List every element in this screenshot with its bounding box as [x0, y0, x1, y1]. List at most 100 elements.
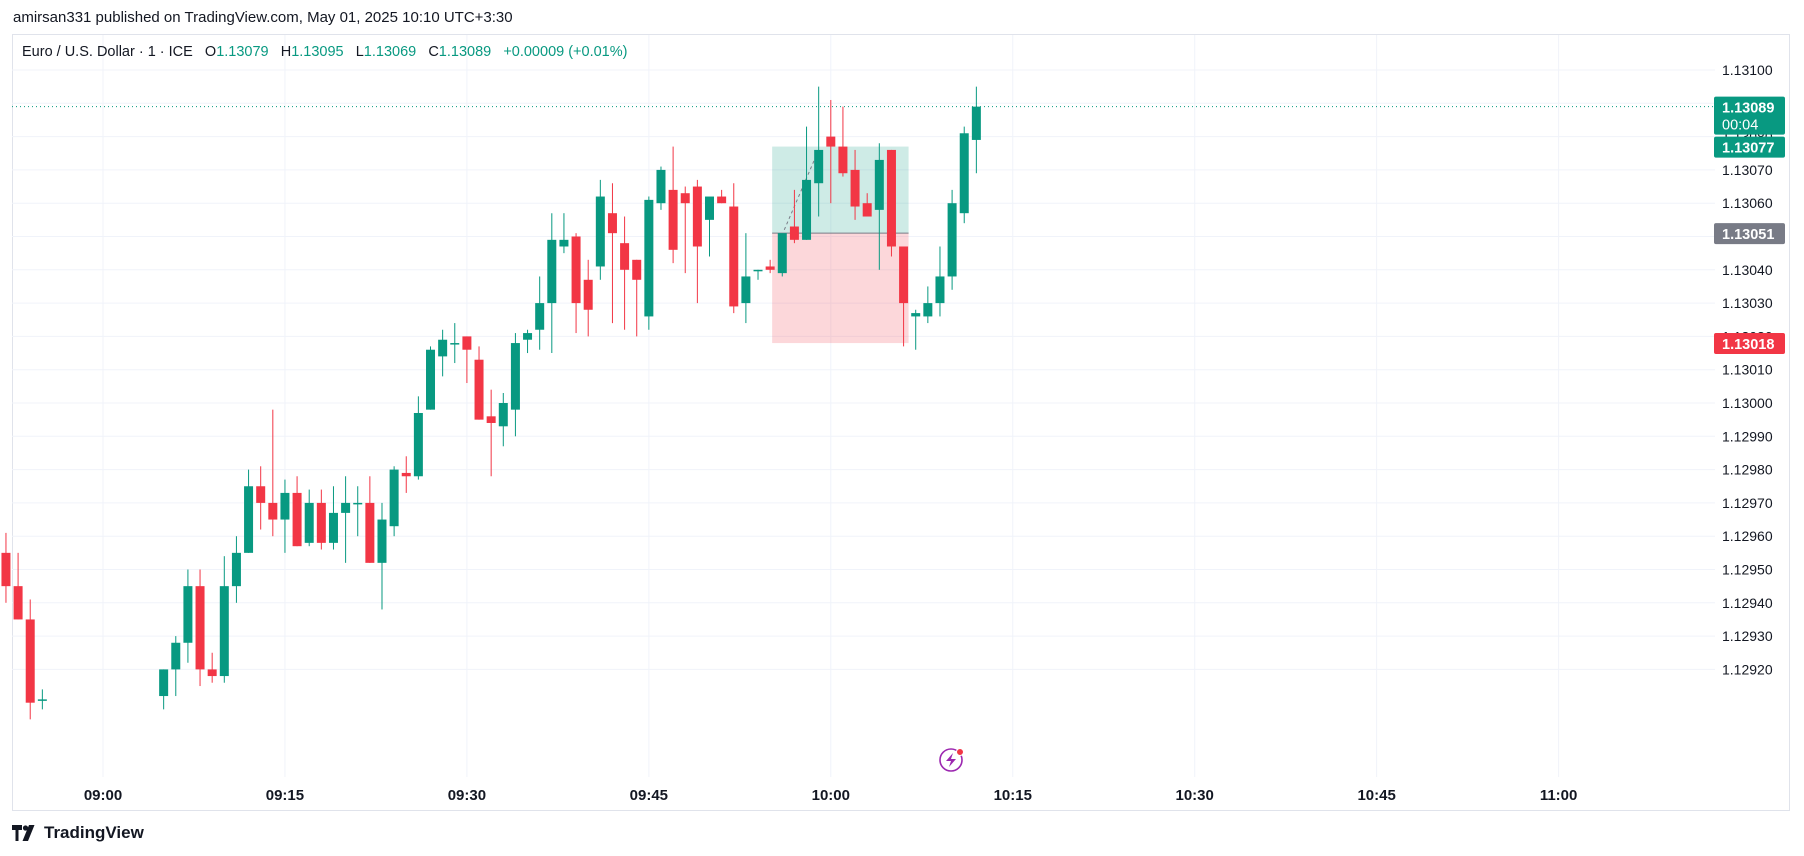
candle-body — [183, 586, 193, 643]
candle-body — [571, 236, 581, 304]
price-tick-label: 1.12990 — [1722, 428, 1773, 444]
price-tick-label: 1.13030 — [1722, 295, 1773, 311]
candle — [959, 126, 969, 224]
candle-body — [632, 259, 642, 280]
price-tick-label: 1.12920 — [1722, 661, 1773, 677]
lightning-icon-ring — [939, 748, 963, 772]
candle — [595, 179, 605, 280]
candle-body — [413, 412, 423, 477]
candle — [874, 143, 884, 270]
ohlc-legend: Euro / U.S. Dollar · 1 · ICE O1.13079 H1… — [22, 44, 627, 60]
candle-body — [547, 239, 557, 304]
candle-body — [559, 239, 569, 247]
candles — [1, 86, 981, 720]
time-tick-label: 09:15 — [266, 787, 304, 804]
candle — [717, 189, 727, 204]
candle — [923, 286, 933, 324]
candle — [462, 336, 472, 384]
candle — [341, 476, 351, 563]
candle-body — [1, 552, 11, 587]
candle — [753, 269, 763, 280]
candle — [171, 636, 181, 697]
candle — [947, 189, 957, 290]
price-tick-label: 1.12940 — [1722, 595, 1773, 611]
candle — [632, 259, 642, 337]
candle — [668, 146, 678, 264]
candle — [438, 329, 448, 377]
candle-body — [705, 196, 714, 220]
time-tick-label: 11:00 — [1540, 787, 1578, 804]
candle — [377, 502, 387, 610]
candle — [571, 233, 581, 334]
grid-lines — [12, 35, 1715, 777]
candle-body — [486, 416, 496, 423]
candle — [195, 569, 205, 687]
notification-dot — [956, 748, 964, 756]
candle-body — [25, 619, 35, 703]
candle-body — [838, 146, 848, 174]
candle-body — [959, 133, 969, 214]
candle-body — [850, 169, 860, 207]
price-tag-stop: 1.13018 — [1714, 333, 1785, 355]
candle-body — [462, 336, 472, 350]
candle — [911, 309, 921, 350]
candle — [971, 86, 981, 174]
candle-body — [789, 226, 799, 240]
tradingview-logo-icon — [12, 825, 35, 841]
stop-zone — [772, 233, 909, 344]
candle-body — [341, 502, 351, 513]
candle — [426, 346, 436, 410]
candle-body — [644, 199, 654, 317]
candle — [159, 669, 169, 710]
candle — [789, 189, 799, 244]
candle-body — [911, 313, 921, 317]
candle-body — [862, 203, 872, 217]
candle-body — [474, 359, 484, 420]
candle — [886, 149, 896, 257]
candle-body — [523, 333, 533, 340]
candle — [25, 599, 35, 720]
candle-body — [668, 189, 678, 250]
candle — [280, 479, 290, 553]
chart-frame — [12, 34, 1790, 811]
time-tick-label: 10:15 — [994, 787, 1032, 804]
candle — [183, 569, 193, 663]
time-tick-label: 10:30 — [1176, 787, 1214, 804]
price-tick-label: 1.13000 — [1722, 395, 1773, 411]
candle-body — [280, 492, 290, 520]
candle-body — [37, 699, 47, 701]
price-tick-label: 1.13040 — [1722, 262, 1773, 278]
candle — [729, 183, 739, 314]
candle — [474, 346, 484, 420]
low-label: L — [355, 44, 364, 60]
price-tag-target: 1.13077 — [1714, 136, 1785, 158]
candle — [353, 486, 363, 537]
candle — [814, 86, 824, 217]
time-tick-label: 09:30 — [448, 787, 486, 804]
candle-body — [753, 269, 763, 272]
candle-body — [13, 586, 23, 620]
publish-info: amirsan331 published on TradingView.com,… — [13, 9, 513, 26]
low-value: 1.13069 — [363, 44, 417, 60]
candle — [13, 552, 23, 620]
candle — [498, 393, 508, 447]
candle-body — [231, 552, 241, 587]
price-tag-entry: 1.13051 — [1714, 223, 1785, 245]
candle — [486, 389, 496, 477]
candle-body — [947, 203, 957, 277]
symbol-label[interactable]: Euro / U.S. Dollar · 1 · ICE — [22, 44, 193, 60]
candle — [304, 489, 314, 547]
price-tick-label: 1.13070 — [1722, 162, 1773, 178]
brand-name: TradingView — [44, 823, 144, 842]
tradingview-footer[interactable]: TradingView — [12, 823, 144, 843]
candle-body — [365, 502, 375, 563]
candle — [838, 106, 848, 177]
candle-body — [377, 519, 387, 563]
price-tag-value: 1.13051 — [1722, 227, 1774, 243]
candle — [244, 469, 254, 553]
change-value: +0.00009 (+0.01%) — [503, 44, 628, 60]
candle-body — [874, 159, 884, 210]
candle — [401, 456, 411, 493]
candle — [37, 689, 47, 710]
